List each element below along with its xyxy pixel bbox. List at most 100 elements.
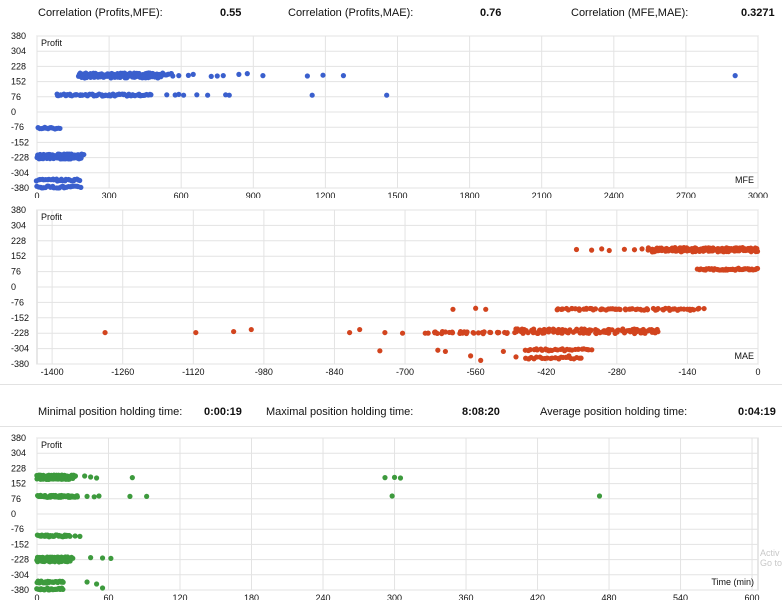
- data-point: [736, 248, 742, 254]
- holding-time-stats-row: Minimal position holding time: 0:00:19 M…: [0, 403, 782, 421]
- data-point: [701, 247, 708, 254]
- data-point: [164, 92, 170, 98]
- data-point: [556, 356, 562, 362]
- data-point: [93, 581, 100, 587]
- data-point: [158, 74, 164, 80]
- max-holding-time-value: 8:08:20: [462, 406, 500, 418]
- data-point: [214, 73, 220, 79]
- data-point: [93, 475, 100, 481]
- x-tick-label: -280: [608, 367, 626, 376]
- profit-vs-time-chart: 380 304 228 152 76 0 -76 -152 -228 -304 -380 0 60 120…: [11, 433, 760, 600]
- watermark-line-2: Go to: [759, 558, 782, 568]
- data-point: [442, 329, 448, 335]
- data-point: [99, 585, 106, 591]
- data-point: [639, 246, 645, 252]
- data-point: [504, 330, 510, 336]
- y-tick-label: 76: [11, 92, 21, 102]
- data-point: [88, 474, 94, 480]
- data-point: [589, 247, 595, 253]
- corr-profit-mfe-value: 0.55: [220, 7, 242, 19]
- data-point: [545, 329, 552, 335]
- data-point: [193, 329, 199, 336]
- x-tick-label: 1800: [460, 191, 480, 198]
- data-point: [60, 579, 66, 585]
- data-point: [674, 248, 680, 254]
- y-tick-label: 0: [11, 282, 16, 292]
- corr-profit-mae-value: 0.76: [480, 7, 502, 19]
- data-point: [81, 151, 87, 158]
- y-tick-label: 0: [11, 509, 16, 519]
- activation-watermark: Activ Go to: [760, 548, 782, 568]
- profit-vs-mfe-chart: 380 304 228 152 76 0 -76 -152 -228 -304 -380 0 300 60…: [11, 31, 768, 198]
- x-tick-label: 900: [246, 191, 261, 198]
- data-point: [450, 306, 456, 312]
- x-tick-label: -700: [396, 367, 414, 376]
- data-point: [655, 305, 661, 312]
- data-point: [644, 307, 651, 313]
- y-tick-label: 380: [11, 205, 26, 215]
- y-tick-label: -152: [11, 313, 29, 323]
- data-point: [88, 555, 94, 561]
- data-point: [78, 184, 84, 191]
- data-point: [495, 330, 501, 336]
- y-tick-label: 304: [11, 46, 26, 56]
- data-point: [357, 326, 363, 333]
- data-point: [599, 246, 605, 252]
- data-point: [478, 357, 484, 363]
- avg-holding-time-value: 0:04:19: [738, 406, 776, 418]
- data-point: [621, 329, 628, 336]
- data-point: [520, 330, 526, 336]
- x-tick-label: 1500: [387, 191, 407, 198]
- data-point: [99, 555, 106, 561]
- data-point: [397, 475, 404, 481]
- x-axis-title: MFE: [735, 175, 754, 185]
- data-point: [530, 330, 536, 336]
- data-point: [389, 493, 395, 499]
- corr-mfe-mae-value: 0.3271: [741, 7, 775, 19]
- profit-vs-mae-chart: 380304228152760-76-152-228-304-380-1400-…: [11, 205, 761, 376]
- x-tick-label: 600: [174, 191, 189, 198]
- data-point: [592, 306, 599, 312]
- data-point: [488, 329, 494, 336]
- data-point: [617, 306, 623, 313]
- data-point: [77, 533, 83, 539]
- y-tick-label: -228: [11, 555, 29, 565]
- data-point: [566, 353, 572, 359]
- data-point: [696, 305, 702, 312]
- data-point: [513, 329, 520, 335]
- data-point: [525, 330, 531, 336]
- data-point: [689, 306, 695, 312]
- data-point: [320, 72, 326, 78]
- min-holding-time-label: Minimal position holding time:: [38, 406, 183, 418]
- x-tick-label: 360: [459, 593, 474, 600]
- data-point: [586, 330, 592, 336]
- data-point: [655, 329, 661, 335]
- data-point: [449, 329, 455, 335]
- data-point: [91, 494, 97, 500]
- data-point: [384, 92, 390, 98]
- data-point: [475, 330, 482, 336]
- y-tick-label: 228: [11, 236, 26, 246]
- x-tick-label: 120: [172, 593, 187, 600]
- data-point: [67, 533, 73, 539]
- data-point: [573, 246, 580, 253]
- data-point: [377, 348, 383, 354]
- data-point: [176, 73, 182, 79]
- x-tick-label: 2100: [532, 191, 552, 198]
- data-point: [74, 493, 80, 499]
- y-tick-label: -228: [11, 328, 29, 338]
- data-point: [642, 330, 648, 336]
- data-point: [483, 306, 489, 312]
- data-point: [621, 246, 627, 252]
- x-tick-label: -1120: [182, 367, 204, 376]
- data-point: [692, 248, 698, 255]
- data-point: [578, 355, 584, 361]
- data-point: [500, 348, 506, 355]
- data-point: [190, 71, 196, 77]
- data-point: [72, 533, 78, 539]
- data-point: [260, 73, 266, 79]
- data-point: [732, 73, 738, 79]
- x-tick-label: 1200: [315, 191, 335, 198]
- data-point: [645, 247, 651, 253]
- data-point: [399, 330, 406, 336]
